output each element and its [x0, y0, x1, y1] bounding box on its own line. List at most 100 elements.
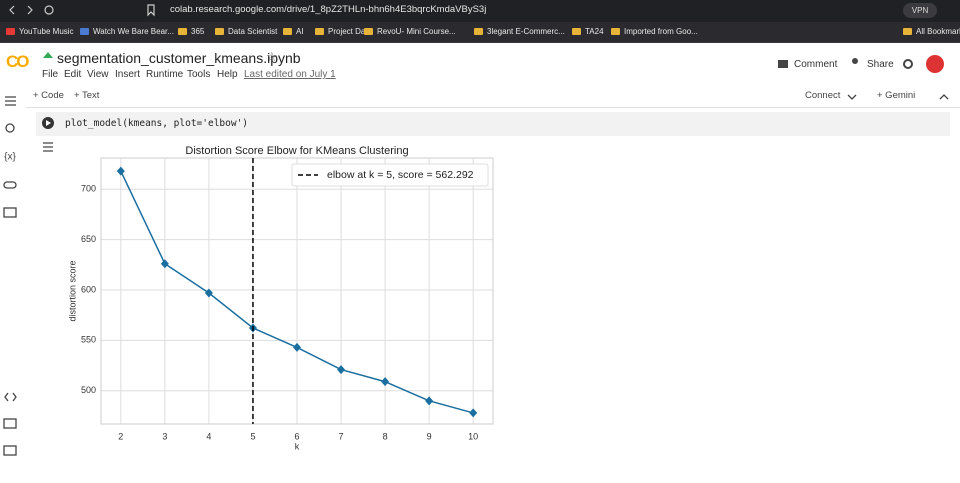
- folder-icon: [283, 28, 292, 35]
- y-axis-label: distortion score: [67, 260, 77, 321]
- browser-icons: [9, 4, 155, 17]
- bookmark-label: Data Scientist: [228, 27, 278, 36]
- x-tick-label: 7: [339, 431, 344, 441]
- sidebar: {x}: [3, 96, 17, 456]
- bookmark[interactable]: TA24: [572, 27, 604, 36]
- all-bookmarks-label: All Bookmarks: [916, 27, 960, 36]
- bookmark-icon[interactable]: [147, 4, 155, 17]
- drive-icon: [43, 52, 53, 58]
- variables-icon[interactable]: {x}: [4, 152, 16, 163]
- share-button[interactable]: Share: [867, 59, 894, 70]
- bookmark[interactable]: AI: [283, 27, 304, 36]
- avatar[interactable]: [926, 55, 944, 73]
- marker: [293, 342, 301, 352]
- bookmark-label: 365: [191, 27, 205, 36]
- marker: [116, 166, 125, 176]
- x-axis-label: k: [295, 441, 300, 451]
- folder-icon: [315, 28, 324, 35]
- legend-label: elbow at k = 5, score = 562.292: [327, 169, 474, 181]
- browser-top-bar: [0, 0, 960, 22]
- settings-icon[interactable]: [903, 59, 913, 69]
- comment-button[interactable]: Comment: [794, 59, 838, 70]
- folder-icon: [80, 28, 89, 35]
- legend-box: [291, 163, 489, 187]
- comment-icon: [778, 60, 788, 68]
- folder-icon: [572, 28, 581, 35]
- menu-item[interactable]: Runtime: [146, 69, 184, 80]
- y-tick-label: 500: [81, 385, 96, 395]
- last-edited[interactable]: Last edited on July 1: [244, 69, 336, 80]
- x-tick-label: 2: [118, 431, 123, 441]
- folder-icon: [903, 28, 912, 35]
- bookmark-label: Project Data: [328, 27, 373, 36]
- x-tick-label: 8: [383, 431, 388, 441]
- bookmark-label: Imported from Goo...: [624, 27, 698, 36]
- bookmark[interactable]: Imported from Goo...: [611, 27, 698, 36]
- search-icon[interactable]: [5, 123, 15, 133]
- add-code-button[interactable]: + Code: [33, 90, 64, 101]
- add-text-button[interactable]: + Text: [74, 90, 100, 101]
- x-tick-label: 3: [162, 431, 167, 441]
- collapse-icon[interactable]: [939, 94, 949, 100]
- all-bookmarks[interactable]: All Bookmarks: [903, 27, 960, 36]
- menu-item[interactable]: File: [42, 69, 59, 80]
- toolbar-divider: [26, 107, 960, 108]
- reload-icon[interactable]: [44, 5, 54, 15]
- vpn-button[interactable]: VPN: [903, 3, 937, 18]
- bookmark-label: Watch We Bare Bear...: [93, 27, 174, 36]
- menu-item[interactable]: Help: [217, 69, 238, 80]
- toc-icon[interactable]: [5, 96, 16, 106]
- bookmark-label: AI: [296, 27, 304, 36]
- snippets-icon[interactable]: [4, 392, 17, 402]
- menu-item[interactable]: Edit: [64, 69, 82, 80]
- gemini-button[interactable]: + Gemini: [877, 90, 916, 101]
- plot: 500 550 600 650 700 2 3 4 5 6 7 8 9 10 elbow at k = 5,…: [81, 157, 494, 441]
- plot-frame: [100, 157, 494, 425]
- back-icon[interactable]: [9, 5, 15, 15]
- url[interactable]: colab.research.google.com/drive/1_8pZ2TH…: [170, 4, 487, 15]
- bookmark-label: TA24: [585, 27, 604, 36]
- share-icon: [852, 58, 858, 64]
- bookmark[interactable]: 3legant E-Commerc...: [474, 27, 565, 36]
- star-icon[interactable]: ☆: [266, 49, 278, 64]
- menu-item[interactable]: View: [87, 69, 109, 80]
- bookmark-label: RevoU- Mini Course...: [377, 27, 456, 36]
- files-icon[interactable]: [3, 207, 17, 218]
- menu-item[interactable]: Insert: [115, 69, 141, 80]
- bookmark[interactable]: YouTube Music: [6, 27, 74, 36]
- folder-icon: [6, 28, 15, 35]
- y-tick-label: 600: [81, 284, 96, 294]
- colab-logo[interactable]: CO: [6, 52, 29, 71]
- menu-item[interactable]: Tools: [187, 69, 211, 80]
- secrets-icon[interactable]: [3, 181, 17, 189]
- output-toggle[interactable]: [43, 142, 53, 152]
- code-cell[interactable]: [36, 112, 950, 136]
- x-tick-label: 10: [468, 431, 478, 441]
- x-tick-label: 9: [427, 431, 432, 441]
- y-tick-label: 550: [81, 335, 96, 345]
- marker: [469, 408, 478, 418]
- notebook-title[interactable]: segmentation_customer_kmeans.ipynb: [57, 50, 301, 66]
- folder-icon: [474, 28, 483, 35]
- x-tick-label: 6: [294, 431, 299, 441]
- terminal-icon[interactable]: [3, 445, 17, 456]
- bookmark[interactable]: RevoU- Mini Course...: [364, 27, 456, 36]
- bookmark[interactable]: Watch We Bare Bear...: [80, 27, 174, 36]
- chart-title: Distortion Score Elbow for KMeans Cluste…: [185, 145, 408, 157]
- connect-dropdown[interactable]: [847, 94, 857, 100]
- bookmark[interactable]: Project Data: [315, 27, 372, 36]
- marker: [381, 377, 390, 387]
- y-tick-label: 650: [81, 234, 96, 244]
- code-line: plot_model(kmeans, plot='elbow'): [65, 118, 249, 129]
- bookmark[interactable]: 365: [178, 27, 204, 36]
- forward-icon[interactable]: [27, 5, 33, 15]
- bookmark[interactable]: Data Scientist: [215, 27, 277, 36]
- command-palette-icon[interactable]: [3, 418, 17, 429]
- bookmark-label: YouTube Music: [19, 27, 74, 36]
- folder-icon: [364, 28, 373, 35]
- bookmark-label: 3legant E-Commerc...: [487, 27, 565, 36]
- connect-button[interactable]: Connect: [805, 90, 841, 101]
- marker: [160, 259, 169, 269]
